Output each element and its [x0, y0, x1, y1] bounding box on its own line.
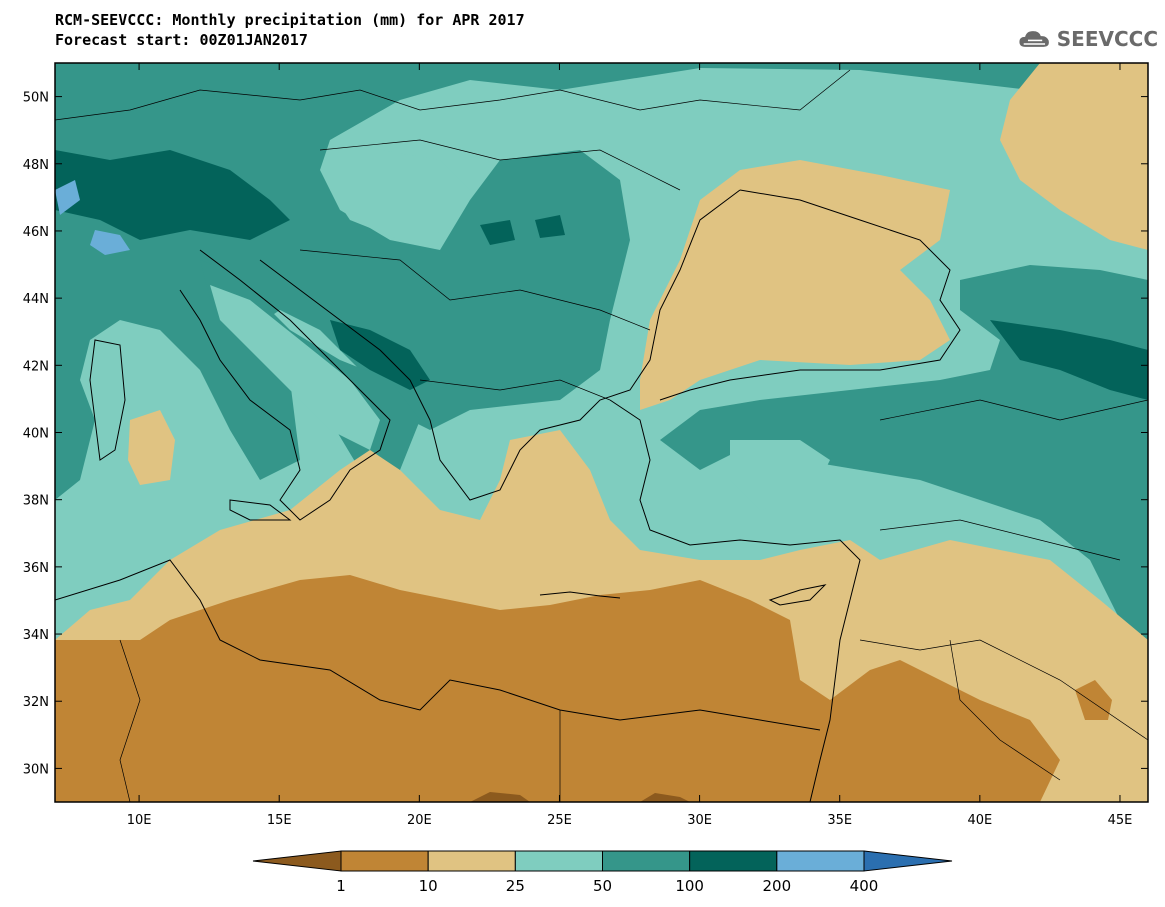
lat-tick-label: 34N: [23, 628, 49, 643]
map-title: RCM-SEEVCCC: Monthly precipitation (mm) …: [55, 10, 525, 50]
coast-cyprus: [768, 584, 827, 606]
border-2: [319, 139, 681, 191]
lat-tick-label: 50N: [23, 91, 49, 106]
colorbar-label: 10: [419, 877, 438, 895]
lon-tick-label: 30E: [687, 813, 712, 828]
coast-sardinia: [89, 339, 126, 461]
coast-italy: [179, 249, 391, 521]
coast-sicily: [229, 499, 292, 521]
borders: [55, 69, 1148, 802]
lon-tick-label: 35E: [827, 813, 852, 828]
field-sahara-below1: [470, 792, 530, 802]
colorbar-segment: [602, 850, 691, 872]
coast-crete: [539, 591, 621, 599]
coast-blacksea: [659, 189, 961, 401]
field-hungary-25-50: [330, 150, 470, 240]
border-1: [55, 69, 851, 121]
border-5: [879, 399, 1148, 421]
colorbar-segment-above: [863, 850, 953, 872]
field-nw-50-100: [55, 63, 1040, 500]
colorbar-label: 200: [763, 877, 792, 895]
lat-tick-label: 46N: [23, 225, 49, 240]
lat-tick-label: 40N: [23, 427, 49, 442]
border-4: [419, 379, 611, 401]
lat-tick-label: 38N: [23, 494, 49, 509]
colorbar-segment-below: [252, 850, 342, 872]
lat-tick-label: 32N: [23, 695, 49, 710]
lon-tick-label: 45E: [1108, 813, 1133, 828]
lat-tick-label: 44N: [23, 292, 49, 307]
lat-tick-label: 36N: [23, 561, 49, 576]
longitude-axis: 10E 15E 20E 25E 30E 35E 40E 45E: [127, 63, 1133, 828]
lon-tick-label: 10E: [127, 813, 152, 828]
field-alps-200-400: [90, 230, 130, 255]
colorbar-segment: [776, 850, 865, 872]
precipitation-field: [55, 63, 1148, 802]
colorbar-segment: [514, 850, 603, 872]
field-dinaric-100-200: [330, 320, 430, 390]
border-6: [879, 519, 1121, 561]
colorbar-segment: [340, 850, 429, 872]
lon-tick-label: 20E: [407, 813, 432, 828]
latitude-axis: 50N 48N 46N 44N 42N 40N 38N 36N 34N 32N 30N: [23, 91, 1148, 777]
field-adriatic-25-50: [210, 285, 380, 450]
title-line-2: Forecast start: 00Z01JAN2017: [55, 31, 308, 49]
field-alps2-200-400: [55, 180, 80, 215]
coast-balkan: [259, 189, 741, 501]
lon-tick-label: 25E: [547, 813, 572, 828]
colorbar-label: 400: [850, 877, 879, 895]
border-3: [299, 249, 651, 331]
lat-tick-label: 42N: [23, 359, 49, 374]
colorbar-label: 50: [593, 877, 612, 895]
colorbar-segment: [427, 850, 516, 872]
lon-tick-label: 40E: [967, 813, 992, 828]
field-caucasus-100-200: [990, 320, 1148, 400]
border-9: [119, 639, 141, 802]
seevccc-logo: SEEVCCC: [1018, 22, 1158, 56]
field-blacksea-10-25: [640, 160, 950, 410]
lon-tick-label: 15E: [267, 813, 292, 828]
colorbar-label: 25: [506, 877, 525, 895]
coast-africa: [55, 559, 821, 731]
field-sahara-below1-b: [640, 793, 690, 802]
field-alps-100-200: [55, 150, 290, 240]
coast-turkey: [609, 399, 861, 601]
border-10: [949, 639, 1061, 781]
field-sahara-1-10: [55, 575, 1060, 802]
lat-tick-label: 48N: [23, 158, 49, 173]
logo-text: SEEVCCC: [1056, 27, 1158, 51]
title-line-1: RCM-SEEVCCC: Monthly precipitation (mm) …: [55, 11, 525, 29]
field-turkey-25-50: [730, 440, 830, 510]
cloud-icon: [1019, 31, 1049, 47]
border-7: [859, 639, 1148, 741]
coast-levant: [809, 599, 851, 802]
field-carpathian2-100-200: [535, 215, 565, 238]
colorbar-segment: [689, 850, 778, 872]
coastlines: [55, 189, 961, 802]
field-russia-10-25: [1000, 63, 1148, 250]
colorbar-label: 100: [675, 877, 704, 895]
field-sardinia-10-25: [128, 410, 175, 485]
colorbar-label: 1: [336, 877, 346, 895]
lat-tick-label: 30N: [23, 762, 49, 777]
field-carpathian-100-200: [480, 220, 515, 245]
colorbar: 1 10 25 50 100 200 400: [252, 850, 953, 895]
field-arabia-1-10: [1075, 680, 1112, 720]
